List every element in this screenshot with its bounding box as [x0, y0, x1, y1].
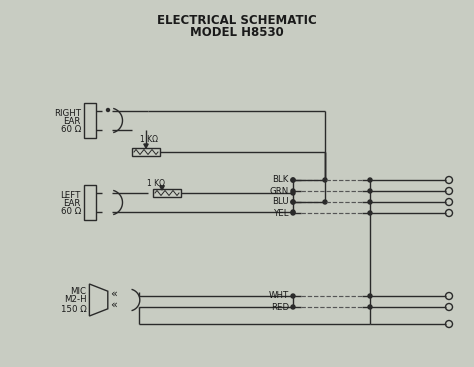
Text: «: «: [110, 300, 117, 310]
Text: 1 KΩ: 1 KΩ: [140, 134, 158, 143]
Text: 60 Ω: 60 Ω: [61, 125, 81, 134]
Circle shape: [291, 210, 295, 214]
Text: 150 Ω: 150 Ω: [61, 305, 86, 313]
Text: WHT: WHT: [269, 291, 289, 301]
Bar: [132, 148, 160, 156]
Text: ELECTRICAL SCHEMATIC: ELECTRICAL SCHEMATIC: [157, 14, 317, 27]
Text: RED: RED: [271, 302, 289, 312]
Circle shape: [368, 178, 372, 182]
Text: RIGHT: RIGHT: [54, 109, 81, 118]
Text: MODEL H8530: MODEL H8530: [190, 26, 284, 39]
Text: «: «: [110, 289, 117, 299]
Text: 60 Ω: 60 Ω: [61, 207, 81, 216]
Text: 1 KΩ: 1 KΩ: [147, 179, 165, 189]
Circle shape: [291, 178, 295, 182]
Circle shape: [368, 211, 372, 215]
Circle shape: [291, 200, 295, 204]
Circle shape: [323, 200, 327, 204]
Text: GRN: GRN: [270, 186, 289, 196]
Circle shape: [291, 294, 295, 298]
Text: EAR: EAR: [64, 117, 81, 126]
Text: MIC: MIC: [71, 287, 86, 295]
Text: M2-H: M2-H: [64, 295, 86, 305]
Bar: [153, 189, 181, 197]
Circle shape: [291, 178, 295, 182]
Text: YEL: YEL: [273, 208, 289, 218]
Circle shape: [291, 200, 295, 204]
Circle shape: [368, 200, 372, 204]
Bar: [84, 103, 96, 138]
Circle shape: [368, 305, 372, 309]
Circle shape: [107, 109, 109, 112]
Circle shape: [368, 189, 372, 193]
Circle shape: [291, 305, 295, 309]
Text: LEFT: LEFT: [61, 191, 81, 200]
Text: EAR: EAR: [64, 199, 81, 208]
Text: BLU: BLU: [272, 197, 289, 207]
Circle shape: [368, 294, 372, 298]
Bar: [84, 185, 96, 220]
Circle shape: [323, 178, 327, 182]
Polygon shape: [160, 186, 164, 190]
Polygon shape: [144, 144, 148, 148]
Circle shape: [291, 211, 295, 215]
Circle shape: [291, 189, 295, 193]
Circle shape: [291, 191, 295, 195]
Text: BLK: BLK: [273, 175, 289, 185]
